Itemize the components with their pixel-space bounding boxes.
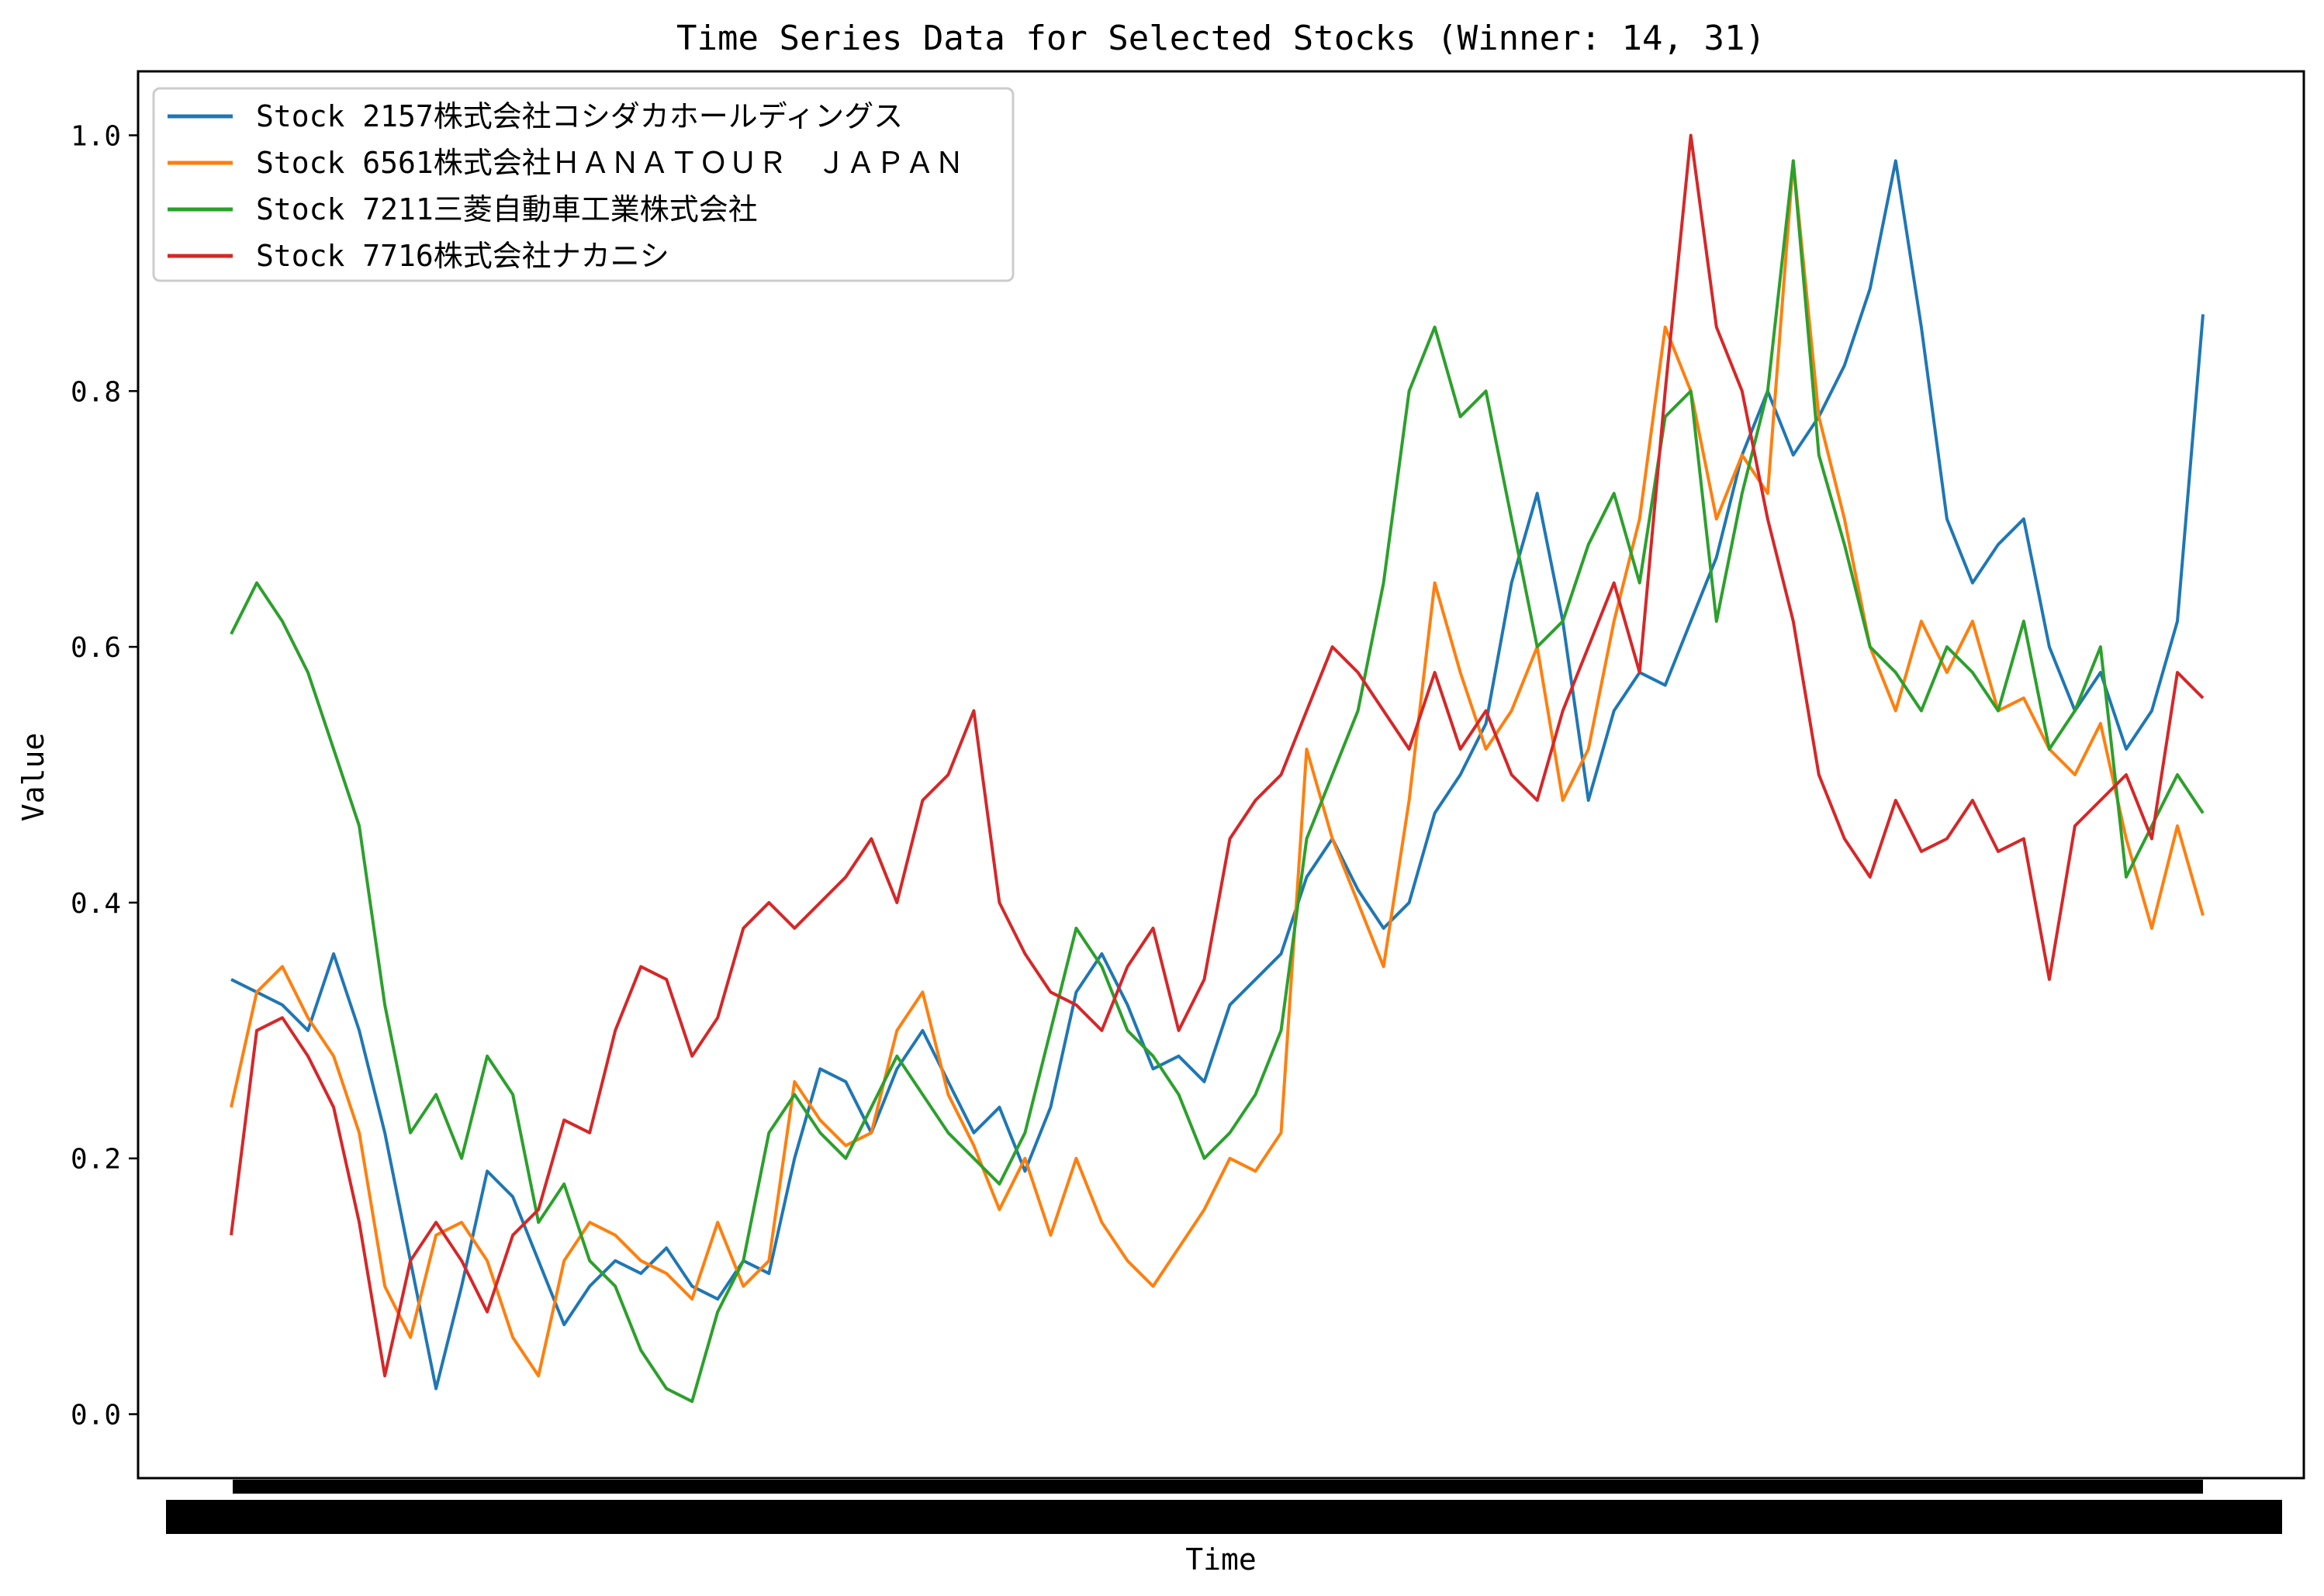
y-axis-label: Value — [16, 733, 50, 821]
y-tick-label: 0.2 — [71, 1144, 121, 1176]
series-line-3 — [230, 133, 2205, 1378]
y-tick-label: 0.6 — [71, 632, 121, 664]
series-layer — [230, 133, 2205, 1404]
series-line-1 — [230, 159, 2205, 1378]
x-axis-label: Time — [1185, 1542, 1257, 1577]
y-tick-label: 0.4 — [71, 888, 121, 920]
plot-area-frame — [137, 70, 2305, 1480]
y-axis-ticks: 0.0 0.2 0.4 0.6 0.8 1.0 — [71, 120, 138, 1432]
legend-label-2: Stock 7211三菱自動車工業株式会社 — [256, 192, 758, 226]
legend-label-3: Stock 7716株式会社ナカニシ — [256, 239, 669, 273]
legend-label-1: Stock 6561株式会社ＨＡＮＡＴＯＵＲ ＪＡＰＡＮ — [256, 146, 964, 180]
legend: Stock 2157株式会社コシダカホールディングス Stock 6561株式会社… — [152, 87, 1015, 282]
series-line-2 — [230, 159, 2205, 1404]
series-line-0 — [230, 159, 2205, 1390]
y-tick-label: 1.0 — [71, 120, 121, 152]
x-axis-tick-labels — [166, 1480, 2282, 1534]
chart-title: Time Series Data for Selected Stocks (Wi… — [676, 19, 1765, 58]
legend-label-0: Stock 2157株式会社コシダカホールディングス — [256, 99, 903, 133]
y-tick-label: 0.8 — [71, 376, 121, 408]
y-tick-label: 0.0 — [71, 1400, 121, 1432]
